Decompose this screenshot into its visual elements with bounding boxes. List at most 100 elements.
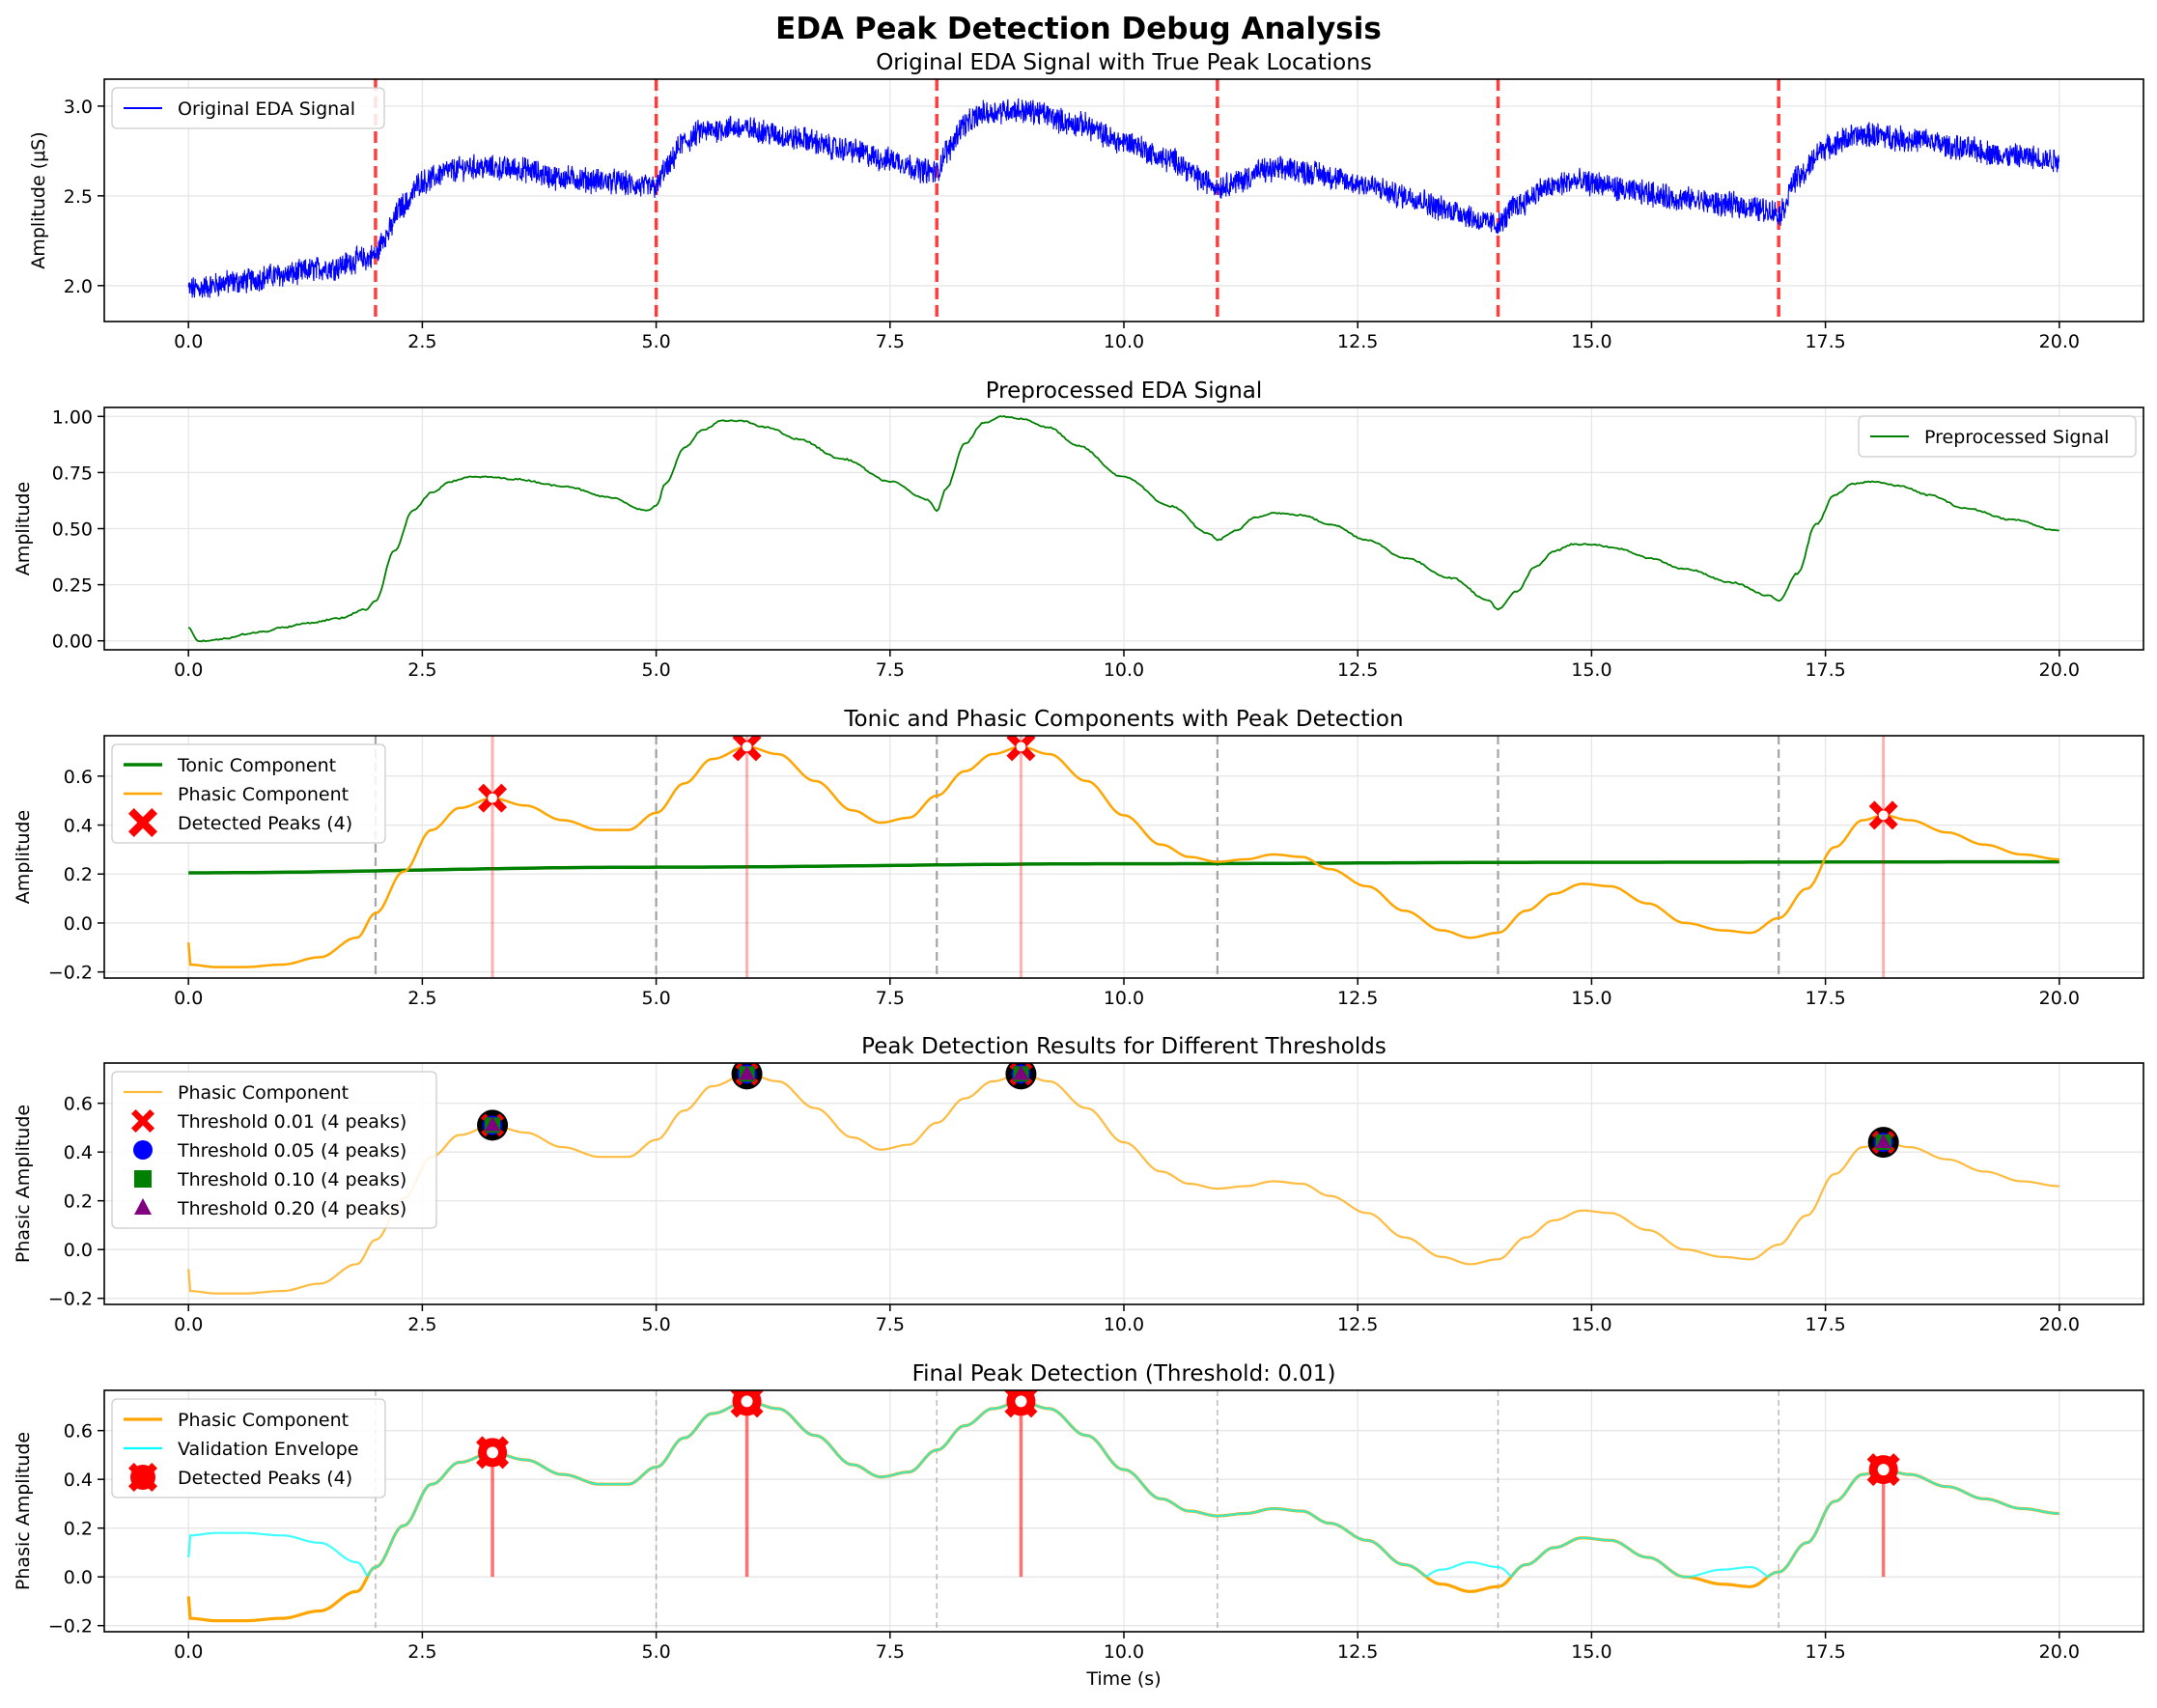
legend-handle <box>131 1109 154 1133</box>
panel-title: Original EDA Signal with True Peak Locat… <box>876 50 1372 75</box>
x-tick-label: 10.0 <box>1104 1314 1144 1335</box>
y-tick-label: 0.6 <box>64 1421 93 1442</box>
y-tick-label: 0.2 <box>64 864 93 885</box>
x-tick-label: 10.0 <box>1104 659 1144 681</box>
y-axis-label: Amplitude <box>13 810 34 904</box>
plot-area <box>186 1390 2059 1632</box>
x-tick-label: 0.0 <box>174 1314 203 1335</box>
x-tick-label: 12.5 <box>1337 1641 1378 1663</box>
x-tick-label: 17.5 <box>1805 331 1845 352</box>
y-tick-label: 2.5 <box>64 186 93 208</box>
phasic-series <box>186 745 2059 968</box>
legend: Phasic Component Validation Envelope Detec… <box>111 1398 386 1498</box>
peak-center-dot <box>488 793 498 803</box>
x-axis-label: Time (s) <box>1085 1668 1161 1690</box>
x-tick-label: 17.5 <box>1805 1641 1845 1663</box>
plot-area <box>187 1063 2059 1295</box>
y-tick-label: −0.2 <box>48 1289 93 1310</box>
x-tick-label: 2.5 <box>407 1641 436 1663</box>
legend-handle <box>133 1140 153 1160</box>
y-tick-label: 2.0 <box>64 276 93 297</box>
legend-label: Phasic Component <box>178 784 349 805</box>
x-tick-label: 15.0 <box>1571 988 1611 1009</box>
y-axis-label: Amplitude (μS) <box>28 131 49 268</box>
y-axis-label: Phasic Amplitude <box>13 1432 34 1590</box>
y-tick-label: 0.6 <box>64 767 93 788</box>
y-tick-label: 0.0 <box>64 1240 93 1261</box>
plot-area <box>187 415 2059 643</box>
x-tick-label: 15.0 <box>1571 1641 1611 1663</box>
legend-label: Threshold 0.05 (4 peaks) <box>177 1140 406 1162</box>
y-tick-label: 0.0 <box>64 1567 93 1588</box>
chart-panel-2: 0.0 2.5 5.0 7.5 10.0 12.5 15.0 17.5 20.0 0.00 0.25… <box>13 378 2144 681</box>
y-tick-label: 3.0 <box>64 97 93 118</box>
chart-panel-1: 0.0 2.5 5.0 7.5 10.0 12.5 15.0 17.5 20.0 2.0 2.5 3.… <box>28 50 2144 352</box>
x-tick-label: 5.0 <box>641 1314 670 1335</box>
x-tick-label: 0.0 <box>174 988 203 1009</box>
y-tick-label: 0.2 <box>64 1519 93 1540</box>
legend: Phasic Component Threshold 0.01 (4 peaks)… <box>111 1071 437 1229</box>
x-tick-label: 5.0 <box>641 988 670 1009</box>
x-tick-label: 12.5 <box>1337 331 1378 352</box>
raw-eda-series <box>187 98 2059 298</box>
legend-handle <box>134 1198 152 1215</box>
x-tick-label: 12.5 <box>1337 1314 1378 1335</box>
panel-title: Tonic and Phasic Components with Peak De… <box>843 707 1403 732</box>
legend-handle <box>134 1170 152 1188</box>
peak-center-dot <box>742 742 752 752</box>
legend-label: Phasic Component <box>178 1082 349 1104</box>
legend-label: Tonic Component <box>177 755 336 776</box>
x-tick-label: 2.5 <box>407 659 436 681</box>
x-tick-label: 20.0 <box>2039 1641 2080 1663</box>
legend-box <box>1858 415 2137 458</box>
x-tick-label: 2.5 <box>407 988 436 1009</box>
x-tick-label: 15.0 <box>1571 659 1611 681</box>
threshold-020-marker <box>485 1116 501 1132</box>
legend-box <box>111 1071 437 1229</box>
figure-title: EDA Peak Detection Debug Analysis <box>775 12 1382 46</box>
y-tick-label: 0.75 <box>52 462 93 484</box>
legend-label: Threshold 0.01 (4 peaks) <box>177 1111 406 1133</box>
y-tick-label: 1.00 <box>52 406 93 428</box>
x-tick-label: 15.0 <box>1571 331 1611 352</box>
legend: Tonic Component Phasic Component Detected … <box>111 743 386 844</box>
x-tick-label: 15.0 <box>1571 1314 1611 1335</box>
x-tick-label: 17.5 <box>1805 988 1845 1009</box>
panel-title: Peak Detection Results for Different Thr… <box>861 1034 1387 1059</box>
y-tick-label: 0.6 <box>64 1094 93 1115</box>
legend-label: Preprocessed Signal <box>1924 427 2109 448</box>
x-tick-label: 0.0 <box>174 659 203 681</box>
legend-box <box>111 87 385 129</box>
peak-center-dot <box>1877 1464 1890 1476</box>
y-tick-label: 0.4 <box>64 816 93 837</box>
x-tick-label: 2.5 <box>407 1314 436 1335</box>
x-tick-label: 17.5 <box>1805 1314 1845 1335</box>
legend-label: Original EDA Signal <box>178 98 355 120</box>
x-tick-label: 20.0 <box>2039 331 2080 352</box>
x-tick-label: 5.0 <box>641 331 670 352</box>
peak-center-dot <box>1878 810 1889 821</box>
legend-label: Validation Envelope <box>178 1439 359 1460</box>
x-tick-label: 7.5 <box>876 1314 905 1335</box>
x-tick-label: 10.0 <box>1104 988 1144 1009</box>
x-tick-label: 17.5 <box>1805 659 1845 681</box>
legend-label: Detected Peaks (4) <box>178 813 352 834</box>
tonic-series <box>188 859 2059 875</box>
legend: Original EDA Signal <box>111 87 385 129</box>
y-tick-label: −0.2 <box>48 963 93 984</box>
plot-area <box>186 736 2059 978</box>
y-axis-label: Phasic Amplitude <box>13 1105 34 1263</box>
legend-label: Phasic Component <box>178 1410 349 1431</box>
legend-label: Threshold 0.20 (4 peaks) <box>177 1198 406 1219</box>
preprocessed-series <box>187 415 2059 643</box>
x-tick-label: 7.5 <box>876 1641 905 1663</box>
x-tick-label: 10.0 <box>1104 1641 1144 1663</box>
threshold-020-marker <box>739 1065 755 1080</box>
x-tick-label: 7.5 <box>876 659 905 681</box>
peak-center-dot <box>487 1446 499 1459</box>
y-tick-label: 0.00 <box>52 631 93 653</box>
panel-title: Preprocessed EDA Signal <box>986 378 1263 404</box>
plot-area <box>187 79 2059 322</box>
x-tick-label: 20.0 <box>2039 1314 2080 1335</box>
